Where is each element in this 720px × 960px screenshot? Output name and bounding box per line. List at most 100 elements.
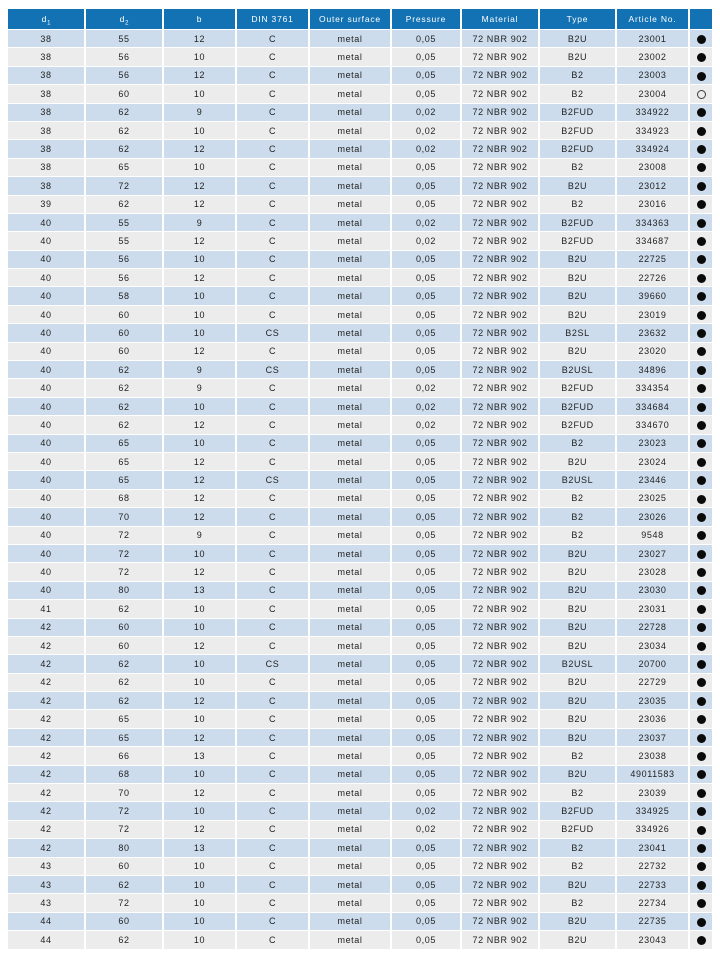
cell-d1: 42 — [8, 747, 84, 765]
cell-availability — [690, 581, 712, 600]
cell-outer-surface: metal — [310, 158, 390, 177]
cell-d1: 42 — [8, 839, 84, 857]
cell-pressure: 0,05 — [392, 30, 460, 48]
filled-circle-icon — [696, 568, 706, 578]
filled-circle-icon — [696, 807, 706, 817]
cell-outer-surface: metal — [310, 379, 390, 397]
filled-circle-icon — [696, 660, 706, 670]
cell-b: 9 — [164, 361, 235, 379]
column-header-b: b — [164, 9, 235, 29]
column-header-material: Material — [462, 9, 538, 29]
table-row: 40 65 12 CS metal 0,05 72 NBR 902 B2USL 23446 — [8, 471, 712, 489]
cell-material: 72 NBR 902 — [462, 158, 538, 177]
cell-d1: 38 — [8, 177, 84, 195]
cell-b: 12 — [164, 784, 235, 802]
cell-article-no: 22732 — [617, 857, 688, 875]
cell-d1: 40 — [8, 269, 84, 287]
cell-type: B2 — [540, 434, 615, 452]
cell-d1: 42 — [8, 710, 84, 728]
cell-pressure: 0,05 — [392, 692, 460, 710]
filled-circle-icon — [696, 788, 706, 798]
cell-article-no: 23038 — [617, 747, 688, 765]
cell-d1: 42 — [8, 802, 84, 820]
cell-type: B2U — [540, 342, 615, 361]
cell-availability — [690, 452, 712, 471]
column-header-type: Type — [540, 9, 615, 29]
cell-b: 13 — [164, 581, 235, 600]
cell-d2: 80 — [86, 581, 162, 600]
cell-availability — [690, 563, 712, 581]
cell-article-no: 334354 — [617, 379, 688, 397]
cell-material: 72 NBR 902 — [462, 361, 538, 379]
cell-din-3761: C — [237, 48, 308, 66]
cell-material: 72 NBR 902 — [462, 673, 538, 692]
cell-b: 10 — [164, 324, 235, 342]
cell-din-3761: C — [237, 544, 308, 563]
cell-pressure: 0,05 — [392, 839, 460, 857]
filled-circle-icon — [696, 108, 706, 118]
cell-outer-surface: metal — [310, 655, 390, 673]
open-circle-icon — [696, 89, 706, 99]
cell-availability — [690, 508, 712, 526]
cell-outer-surface: metal — [310, 342, 390, 361]
column-header-pressure: Pressure — [392, 9, 460, 29]
cell-din-3761: CS — [237, 361, 308, 379]
cell-outer-surface: metal — [310, 85, 390, 103]
cell-type: B2U — [540, 765, 615, 784]
filled-circle-icon — [696, 751, 706, 761]
filled-circle-icon — [696, 273, 706, 283]
cell-material: 72 NBR 902 — [462, 342, 538, 361]
cell-din-3761: C — [237, 434, 308, 452]
cell-article-no: 334925 — [617, 802, 688, 820]
cell-b: 12 — [164, 416, 235, 434]
cell-material: 72 NBR 902 — [462, 48, 538, 66]
cell-din-3761: C — [237, 232, 308, 250]
cell-material: 72 NBR 902 — [462, 121, 538, 140]
cell-din-3761: C — [237, 195, 308, 213]
cell-outer-surface: metal — [310, 894, 390, 912]
cell-material: 72 NBR 902 — [462, 857, 538, 875]
cell-d2: 62 — [86, 416, 162, 434]
cell-outer-surface: metal — [310, 66, 390, 85]
cell-din-3761: C — [237, 379, 308, 397]
cell-pressure: 0,02 — [392, 820, 460, 839]
cell-article-no: 334926 — [617, 820, 688, 839]
cell-b: 12 — [164, 636, 235, 655]
cell-din-3761: C — [237, 636, 308, 655]
cell-article-no: 39660 — [617, 287, 688, 305]
cell-material: 72 NBR 902 — [462, 655, 538, 673]
cell-availability — [690, 931, 712, 949]
cell-d2: 65 — [86, 452, 162, 471]
column-header-d2: d2 — [86, 9, 162, 29]
cell-article-no: 334687 — [617, 232, 688, 250]
cell-pressure: 0,05 — [392, 581, 460, 600]
cell-d2: 55 — [86, 232, 162, 250]
product-table: d1 d2 b DIN 3761 Outer surface Pressure Materi… — [6, 8, 714, 950]
cell-d1: 38 — [8, 30, 84, 48]
cell-b: 12 — [164, 489, 235, 508]
cell-material: 72 NBR 902 — [462, 269, 538, 287]
cell-pressure: 0,05 — [392, 931, 460, 949]
cell-b: 10 — [164, 618, 235, 636]
cell-b: 10 — [164, 48, 235, 66]
cell-d1: 40 — [8, 324, 84, 342]
filled-circle-icon — [696, 935, 706, 945]
cell-material: 72 NBR 902 — [462, 324, 538, 342]
filled-circle-icon — [696, 880, 706, 890]
cell-d1: 38 — [8, 48, 84, 66]
cell-availability — [690, 305, 712, 324]
cell-b: 12 — [164, 30, 235, 48]
cell-article-no: 9548 — [617, 526, 688, 544]
cell-material: 72 NBR 902 — [462, 581, 538, 600]
filled-circle-icon — [696, 770, 706, 780]
cell-pressure: 0,05 — [392, 324, 460, 342]
cell-d1: 43 — [8, 875, 84, 894]
cell-type: B2FUD — [540, 397, 615, 416]
